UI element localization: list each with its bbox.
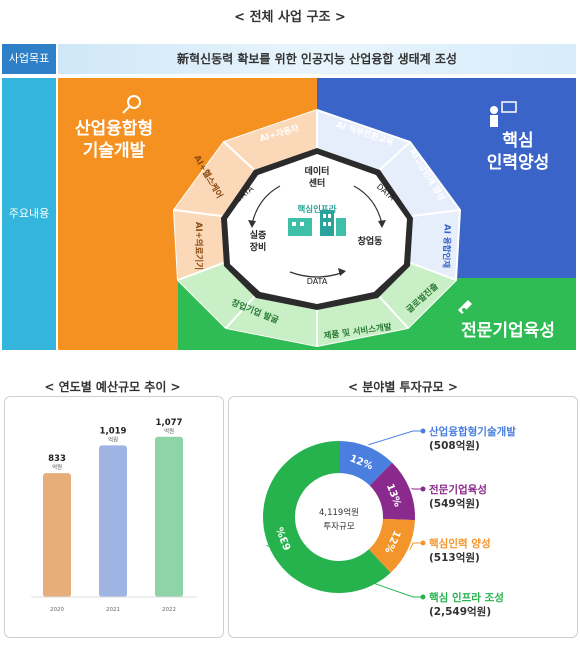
bar-2020 xyxy=(43,473,71,597)
bar-value-label: 1,019 xyxy=(100,426,127,436)
investment-panel: 12% 13% 12% 63% 4,119억원 투자규모 산업융합형기술개발 (508억원) 전… xyxy=(228,396,578,638)
legend-value: (2,549억원) xyxy=(429,605,491,618)
budget-panel: 833 억원 2020 1,019 억원 2021 1,077 억원 2022 xyxy=(4,396,224,638)
ring-segment-7: AI+의료기기 xyxy=(193,222,204,270)
center-top-line2: 센터 xyxy=(309,177,326,189)
quadrant-top-left-line1: 산업융합형 xyxy=(75,118,153,139)
goal-bar: 新혁신동력 확보를 위한 인공지능 산업융합 생태계 조성 xyxy=(58,44,576,74)
bar-2022 xyxy=(155,436,183,597)
investment-title: < 분야별 투자규모 > xyxy=(348,380,458,394)
ring-segment-3: AI 융합인재 xyxy=(440,224,453,269)
center-middle: 핵심인프라 xyxy=(297,204,336,215)
legend-value: (508억원) xyxy=(429,439,480,452)
arrow-head-left xyxy=(248,220,256,228)
bar-value-label: 833 xyxy=(48,454,66,464)
quadrant-top-left-line2: 기술개발 xyxy=(83,141,146,161)
budget-title: < 연도별 예산규모 추이 > xyxy=(44,380,181,394)
legend-dot xyxy=(420,428,426,434)
goal-text: 新혁신동력 확보를 위한 인공지능 산업융합 생태계 조성 xyxy=(177,52,457,66)
legend-value: (513억원) xyxy=(429,551,480,564)
donut-center-text: 4,119억원 xyxy=(319,507,359,518)
bar-value-label: 1,077 xyxy=(156,418,183,428)
bar-category-label: 2020 xyxy=(50,607,64,613)
legend-category: 핵심인력 양성 xyxy=(429,537,491,550)
structure-title: < 전체 사업 구조 > xyxy=(234,10,346,25)
content-label: 주요내용 xyxy=(2,78,56,350)
quadrant-top-right-line2: 인력양성 xyxy=(487,153,550,173)
legend-leader-line xyxy=(266,544,423,598)
investment-donut-chart: 12%13%12%63%4,119억원투자규모산업융합형기술개발(508억원)전… xyxy=(263,425,516,618)
bar-2021 xyxy=(99,445,127,597)
bar-category-label: 2021 xyxy=(106,607,120,613)
legend-leader-line xyxy=(409,542,423,550)
legend-leader-line xyxy=(368,430,423,446)
structure-diagram: AI+자동차 AI 직무전환교육 AI고급인재 양성 AI 융합인재 글로벌진출… xyxy=(58,78,576,350)
bar-unit-label: 억원 xyxy=(108,435,118,443)
legend-leader-line xyxy=(411,487,423,490)
legend-dot xyxy=(420,594,426,600)
building-icon xyxy=(288,210,346,236)
quadrant-bottom-left-bg xyxy=(58,278,178,350)
donut-slice-1 xyxy=(369,462,415,521)
donut-hole xyxy=(296,474,382,560)
bar-unit-label: 억원 xyxy=(164,427,174,435)
magnifier-icon xyxy=(122,95,141,114)
goal-label: 사업목표 xyxy=(2,44,56,74)
legend-category: 전문기업육성 xyxy=(429,483,487,496)
center-right: 창업동 xyxy=(358,235,383,247)
arrow-head-right xyxy=(378,220,386,228)
presenter-icon xyxy=(490,101,517,127)
legend-category: 산업융합형기술개발 xyxy=(429,425,516,438)
donut-center-text: 투자규모 xyxy=(323,522,354,532)
bar-unit-label: 억원 xyxy=(52,463,62,471)
center-top-line1: 데이터 xyxy=(305,165,330,177)
center-left-line1: 실증 xyxy=(250,229,267,241)
donut-slice-2 xyxy=(368,518,415,573)
legend-category: 핵심 인프라 조성 xyxy=(429,591,504,604)
donut-slice-0 xyxy=(339,441,393,486)
arrow-head-bottom xyxy=(338,268,346,276)
data-label-bottom: DATA xyxy=(307,277,328,286)
bar-category-label: 2022 xyxy=(162,607,176,613)
center-left-line2: 장비 xyxy=(250,241,267,253)
legend-dot xyxy=(420,486,426,492)
legend-dot xyxy=(420,540,426,546)
legend-value: (549억원) xyxy=(429,497,480,510)
rocket-icon xyxy=(458,300,472,314)
quadrant-top-right-line1: 핵심 xyxy=(502,131,533,151)
quadrant-bottom-right: 전문기업육성 xyxy=(461,321,555,341)
